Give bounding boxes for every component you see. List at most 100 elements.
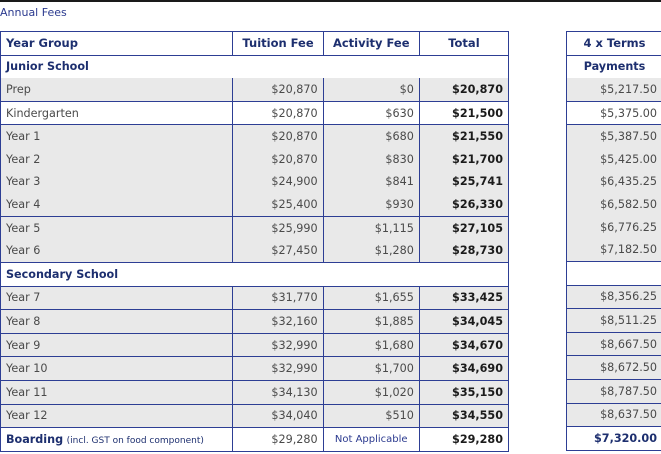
- payment-cell: $5,375.00: [566, 101, 661, 126]
- year-cell: Year 11: [0, 380, 233, 405]
- year-cell: Year 12: [0, 404, 233, 429]
- table-row: Prep $20,870 $0 $20,870: [0, 78, 509, 102]
- terms-row: $5,217.50: [566, 78, 661, 102]
- payment-cell: $5,387.50: [566, 124, 661, 148]
- boarding-terms-row: $7,320.00: [566, 426, 661, 451]
- tuition-cell: $32,990: [232, 333, 324, 358]
- activity-cell: $1,655: [322, 286, 420, 311]
- total-cell: $34,045: [418, 309, 509, 334]
- section-secondary-label: Secondary School: [0, 262, 509, 287]
- tuition-cell: $34,130: [232, 380, 324, 405]
- terms-row: $7,182.50: [566, 238, 661, 262]
- table-row: Year 5 $25,990 $1,115 $27,105: [0, 216, 509, 240]
- terms-row: $8,672.50: [566, 355, 661, 380]
- activity-cell: $841: [322, 170, 420, 194]
- payment-cell: $8,787.50: [566, 379, 661, 404]
- payment-cell: $6,435.25: [566, 170, 661, 194]
- activity-cell: $1,280: [322, 239, 420, 263]
- total-cell: $21,500: [418, 101, 509, 126]
- boarding-note: (incl. GST on food component): [66, 435, 204, 446]
- tuition-cell: $25,990: [232, 216, 324, 240]
- activity-cell: $830: [322, 147, 420, 171]
- section-junior-row: Junior School: [0, 55, 509, 79]
- year-cell: Year 3: [0, 170, 233, 194]
- terms-row: $8,637.50: [566, 403, 661, 428]
- activity-cell: $680: [322, 124, 420, 148]
- header-total: Total: [418, 31, 510, 56]
- activity-cell: $0: [322, 78, 420, 102]
- tuition-cell: $32,160: [232, 309, 324, 334]
- tuition-cell: $34,040: [232, 404, 324, 429]
- boarding-activity-cell: Not Applicable: [322, 427, 420, 452]
- payment-cell: $6,582.50: [566, 193, 661, 216]
- boarding-total-cell: $29,280: [418, 427, 509, 452]
- table-row: Year 3 $24,900 $841 $25,741: [0, 170, 509, 194]
- payment-cell: $6,776.25: [566, 215, 661, 239]
- total-cell: $34,670: [418, 333, 509, 358]
- tuition-cell: $27,450: [232, 239, 324, 263]
- terms-row: $5,425.00: [566, 147, 661, 171]
- table-row: Year 11 $34,130 $1,020 $35,150: [0, 380, 509, 405]
- table-row: Year 6 $27,450 $1,280 $28,730: [0, 239, 509, 263]
- year-cell: Kindergarten: [0, 101, 233, 126]
- section-secondary-row: Secondary School: [0, 262, 509, 287]
- year-cell: Year 1: [0, 124, 233, 148]
- year-cell: Year 2: [0, 147, 233, 171]
- header-year-group: Year Group: [0, 31, 234, 56]
- total-cell: $25,741: [418, 170, 509, 194]
- total-cell: $20,870: [418, 78, 509, 102]
- year-cell: Year 4: [0, 193, 233, 217]
- activity-cell: $1,885: [322, 309, 420, 334]
- payment-cell: $8,637.50: [566, 403, 661, 428]
- page-title: Annual Fees: [0, 6, 67, 19]
- table-row: Year 4 $25,400 $930 $26,330: [0, 193, 509, 217]
- header-activity-fee: Activity Fee: [322, 31, 420, 56]
- activity-cell: $510: [322, 404, 420, 429]
- table-row: Year 9 $32,990 $1,680 $34,670: [0, 333, 509, 358]
- year-cell: Year 9: [0, 333, 233, 358]
- table-row: Year 1 $20,870 $680 $21,550: [0, 124, 509, 148]
- tuition-cell: $20,870: [232, 124, 324, 148]
- activity-cell: $1,115: [322, 216, 420, 240]
- table-row: Year 7 $31,770 $1,655 $33,425: [0, 286, 509, 311]
- blank-cell: [566, 261, 661, 286]
- tuition-cell: $32,990: [232, 356, 324, 381]
- activity-cell: $630: [322, 101, 420, 126]
- payment-cell: $5,425.00: [566, 147, 661, 171]
- header-row: Year Group Tuition Fee Activity Fee Tota…: [0, 31, 510, 56]
- activity-cell: $1,700: [322, 356, 420, 381]
- payment-cell: $8,356.25: [566, 285, 661, 310]
- table-row: Year 8 $32,160 $1,885 $34,045: [0, 309, 509, 334]
- terms-row: $6,435.25: [566, 170, 661, 194]
- tuition-cell: $24,900: [232, 170, 324, 194]
- year-cell: Year 6: [0, 239, 233, 263]
- payment-cell: $8,672.50: [566, 355, 661, 380]
- terms-row: $6,582.50: [566, 193, 661, 216]
- boarding-row: Boarding (incl. GST on food component) $2…: [0, 427, 509, 452]
- year-cell: Year 7: [0, 286, 233, 311]
- table-row: Year 12 $34,040 $510 $34,550: [0, 404, 509, 429]
- payment-cell: $8,511.25: [566, 308, 661, 333]
- terms-table: 4 x Terms Payments $5,217.50 $5,375.00 $5,…: [566, 31, 661, 451]
- table-row: Year 2 $20,870 $830 $21,700: [0, 147, 509, 171]
- year-cell: Year 5: [0, 216, 233, 240]
- total-cell: $27,105: [418, 216, 509, 240]
- tuition-cell: $20,870: [232, 78, 324, 102]
- terms-subheader-row: Payments: [566, 55, 661, 79]
- tuition-cell: $20,870: [232, 101, 324, 126]
- terms-row: $8,787.50: [566, 379, 661, 404]
- header-tuition-fee: Tuition Fee: [232, 31, 324, 56]
- boarding-label-cell: Boarding (incl. GST on food component): [0, 427, 233, 452]
- tuition-cell: $31,770: [232, 286, 324, 311]
- payment-cell: $8,667.50: [566, 332, 661, 357]
- terms-blank-row: [566, 261, 661, 286]
- top-rule: [0, 0, 661, 2]
- total-cell: $35,150: [418, 380, 509, 405]
- activity-cell: $930: [322, 193, 420, 217]
- fees-table: Year Group Tuition Fee Activity Fee Tota…: [0, 31, 510, 452]
- terms-row: $6,776.25: [566, 215, 661, 239]
- table-row: Kindergarten $20,870 $630 $21,500: [0, 101, 509, 126]
- boarding-tuition-cell: $29,280: [232, 427, 324, 452]
- activity-cell: $1,020: [322, 380, 420, 405]
- total-cell: $21,550: [418, 124, 509, 148]
